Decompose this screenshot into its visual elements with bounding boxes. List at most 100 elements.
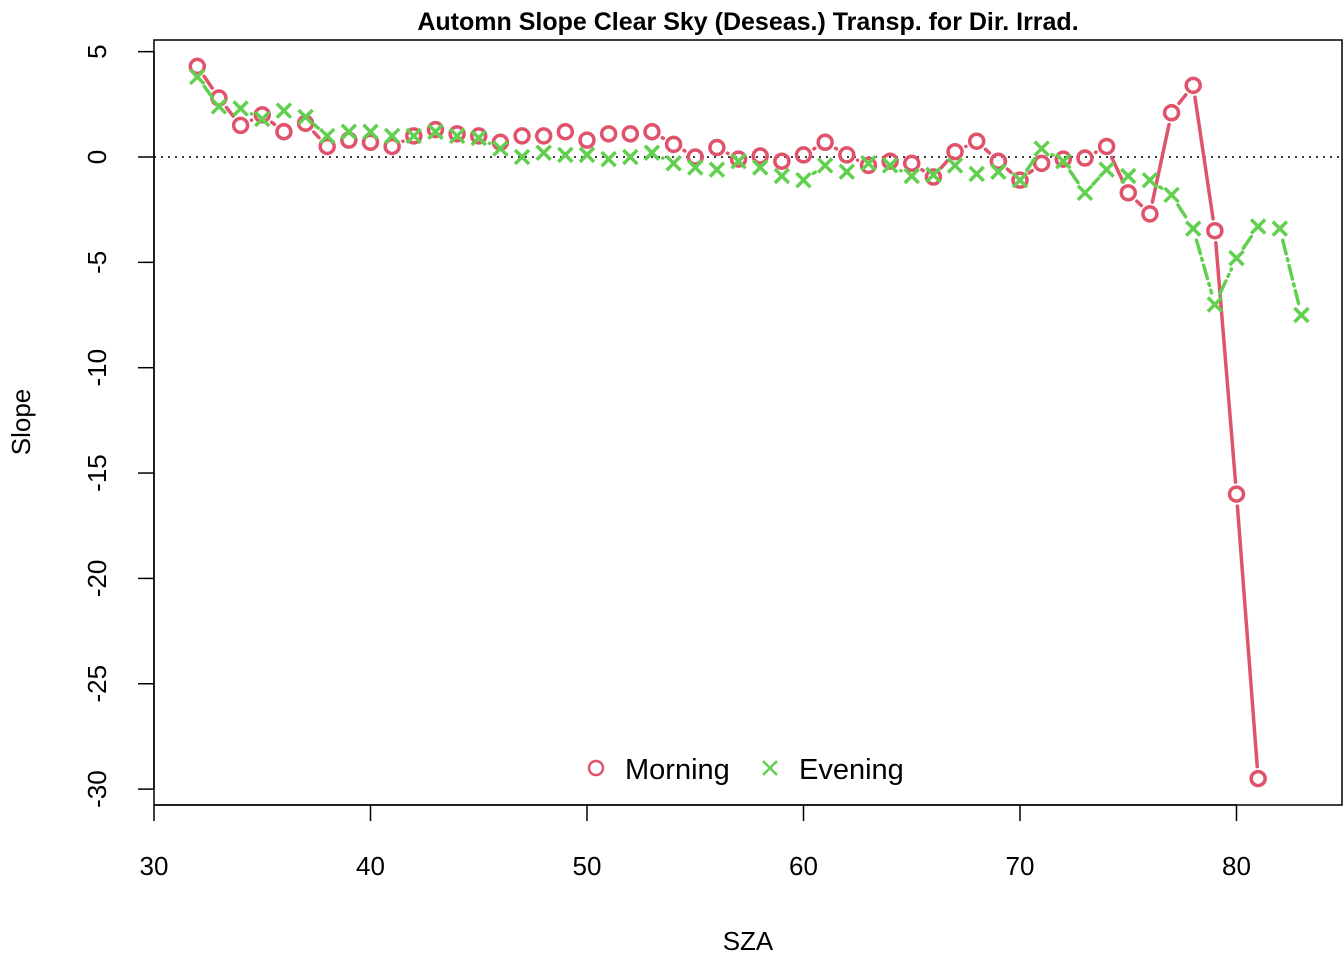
data-point-evening (990, 163, 1007, 180)
series-segment (660, 136, 665, 141)
series-segment (224, 105, 235, 118)
data-point-evening (1271, 220, 1289, 237)
data-point-evening (448, 127, 466, 145)
y-tick-label: -25 (82, 665, 112, 703)
data-point-morning (621, 125, 640, 143)
series-segment (1194, 238, 1214, 295)
data-point-evening (1228, 249, 1245, 267)
data-point-evening (383, 127, 401, 145)
data-point-evening (340, 123, 358, 140)
data-point-morning (1184, 76, 1202, 95)
data-point-morning (275, 122, 293, 141)
data-point-evening (881, 157, 899, 174)
data-point-evening (903, 167, 920, 185)
data-point-morning (1227, 485, 1246, 503)
data-point-morning (534, 127, 553, 145)
data-point-evening (968, 165, 985, 183)
series-morning (188, 57, 1267, 788)
data-point-morning (903, 154, 921, 173)
series-segment (1025, 156, 1037, 173)
legend: Morning Evening (587, 754, 904, 786)
series-segment (269, 120, 277, 127)
data-point-evening (795, 171, 812, 189)
data-point-morning (751, 147, 769, 165)
data-point-morning (578, 131, 596, 149)
data-point-morning (881, 152, 899, 170)
data-point-morning (859, 156, 878, 175)
series-segment (1135, 199, 1144, 208)
data-point-morning (556, 122, 575, 141)
series-segment (1150, 122, 1171, 204)
data-point-evening (730, 152, 747, 170)
data-point-morning (1076, 149, 1094, 167)
data-point-evening (622, 148, 639, 166)
data-point-evening (751, 159, 769, 176)
data-point-morning (643, 122, 661, 141)
series-segment (920, 167, 926, 173)
data-point-morning (448, 125, 466, 143)
data-point-evening (708, 161, 726, 178)
series-segment (983, 147, 992, 155)
y-tick-label: 0 (82, 150, 112, 164)
y-tick-label: -5 (82, 251, 112, 274)
data-point-evening (513, 148, 531, 166)
x-axis: 30 40 50 60 70 80 (140, 804, 1251, 881)
data-point-evening (946, 157, 964, 174)
data-point-evening (1033, 140, 1050, 157)
x-tick-label: 50 (573, 851, 602, 881)
y-tick-label: -15 (82, 454, 112, 492)
data-point-evening (557, 146, 574, 164)
data-point-morning (1162, 104, 1181, 122)
data-point-morning (1119, 184, 1137, 202)
data-point-morning (708, 138, 726, 157)
data-point-evening (210, 98, 228, 115)
data-point-evening (492, 140, 509, 157)
data-point-evening (318, 127, 336, 145)
series-segment (1091, 176, 1101, 186)
series-segment (1005, 167, 1013, 175)
data-point-morning (967, 132, 986, 150)
data-point-morning (470, 127, 488, 145)
series-segment (1241, 234, 1254, 250)
data-point-morning (1249, 769, 1267, 788)
data-point-morning (513, 127, 531, 145)
data-point-morning (989, 152, 1008, 170)
legend-morning-marker (587, 759, 605, 777)
data-point-morning (924, 168, 943, 186)
chart-title: Automn Slope Clear Sky (Deseas.) Transp.… (417, 8, 1078, 36)
data-point-evening (578, 146, 596, 164)
data-point-evening (405, 127, 423, 145)
data-point-morning (1011, 171, 1029, 189)
data-point-morning (838, 146, 856, 164)
data-point-evening (1293, 306, 1310, 324)
data-point-morning (773, 152, 791, 170)
data-point-evening (1055, 152, 1072, 170)
data-point-morning (1032, 154, 1051, 173)
data-point-morning (405, 127, 423, 145)
series-segment (1176, 203, 1189, 221)
legend-evening-label: Evening (799, 754, 904, 786)
legend-evening-marker (762, 760, 778, 776)
data-point-evening (232, 100, 249, 117)
data-point-morning (253, 106, 271, 124)
data-point-evening (1076, 184, 1094, 202)
data-point-evening (1249, 218, 1267, 235)
data-point-evening (362, 123, 379, 140)
data-point-evening (427, 123, 444, 140)
data-point-evening (297, 108, 314, 126)
data-point-morning (729, 150, 748, 168)
data-point-morning (686, 148, 704, 166)
data-point-evening (1206, 296, 1224, 313)
data-point-evening (470, 129, 487, 147)
data-point-evening (773, 167, 791, 185)
data-point-evening (1011, 171, 1029, 189)
series-segment (1027, 168, 1034, 175)
data-point-morning (318, 137, 336, 156)
series-segment (1235, 504, 1259, 769)
data-point-morning (361, 133, 380, 152)
data-point-evening (687, 159, 704, 176)
x-axis-label: SZA (723, 926, 774, 956)
data-point-evening (838, 163, 856, 180)
series-segment (833, 146, 839, 151)
